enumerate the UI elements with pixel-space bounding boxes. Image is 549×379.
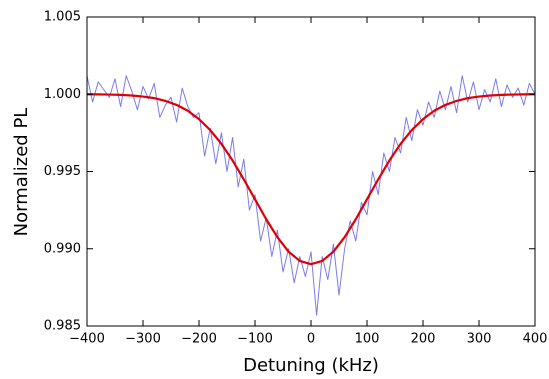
y-tick-label: 0.985 xyxy=(44,319,81,334)
plot-frame xyxy=(86,16,536,327)
y-tick-label: 1.000 xyxy=(44,87,81,102)
x-tick-label: −300 xyxy=(125,332,161,347)
x-tick-label: 300 xyxy=(467,332,492,347)
series-line xyxy=(86,93,536,266)
x-axis-title: Detuning (kHz) xyxy=(243,355,379,376)
x-tick-label: 0 xyxy=(307,332,315,347)
y-tick-label: 0.990 xyxy=(44,241,81,256)
x-tick-label: 200 xyxy=(411,332,436,347)
y-axis-title: Normalized PL xyxy=(11,108,32,237)
x-tick-label: −200 xyxy=(181,332,217,347)
x-tick-label: 100 xyxy=(355,332,380,347)
series-line xyxy=(86,75,536,316)
x-tick-label: 400 xyxy=(523,332,548,347)
y-tick-label: 0.995 xyxy=(44,164,81,179)
x-tick-label: −400 xyxy=(69,332,105,347)
x-tick-label: −100 xyxy=(237,332,273,347)
y-tick-label: 1.005 xyxy=(44,10,81,25)
